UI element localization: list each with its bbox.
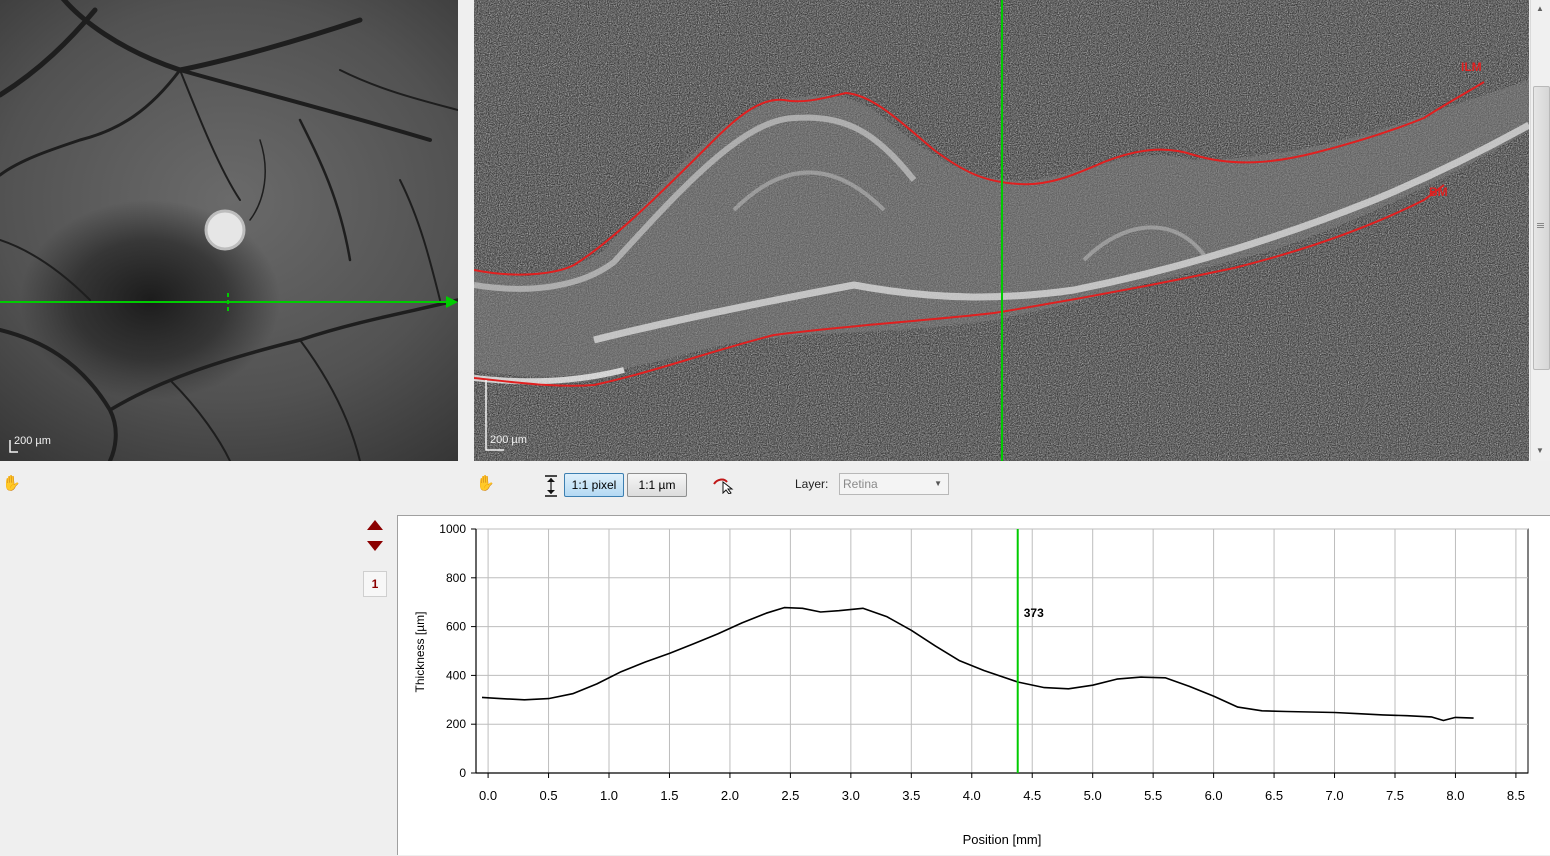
scroll-down-icon[interactable]: ▼ <box>1536 446 1544 455</box>
one-to-one-pixel-button[interactable]: 1:1 pixel <box>564 473 624 497</box>
x-tick-label: 7.0 <box>1325 788 1343 803</box>
x-tick-label: 6.0 <box>1205 788 1223 803</box>
x-tick-label: 8.5 <box>1507 788 1525 803</box>
cursor-tool-icon[interactable] <box>712 476 734 494</box>
cursor-value-label: 373 <box>1024 606 1044 620</box>
layer-select[interactable]: Retina ▼ <box>839 473 949 495</box>
x-tick-label: 7.5 <box>1386 788 1404 803</box>
ilm-label: ILM <box>1461 60 1482 74</box>
bm-label: BM <box>1429 185 1448 199</box>
layer-select-value: Retina <box>843 477 878 491</box>
chevron-down-icon: ▼ <box>934 479 942 488</box>
layer-label: Layer: <box>795 477 829 491</box>
fundus-scale-label: 200 µm <box>14 435 51 447</box>
x-tick-label: 5.5 <box>1144 788 1162 803</box>
x-tick-label: 3.0 <box>842 788 860 803</box>
x-tick-label: 4.5 <box>1023 788 1041 803</box>
bscan-scale-label: 200 µm <box>490 434 527 446</box>
y-tick-label: 600 <box>446 620 466 634</box>
x-tick-label: 0.5 <box>540 788 558 803</box>
fundus-hand-icon[interactable]: ✋ <box>2 475 21 492</box>
y-tick-label: 800 <box>446 571 466 585</box>
x-tick-label: 2.5 <box>781 788 799 803</box>
y-tick-label: 400 <box>446 668 466 682</box>
bscan-image[interactable]: ILM BM 200 µm <box>474 0 1529 461</box>
one-to-one-um-button[interactable]: 1:1 µm <box>627 473 687 497</box>
fundus-image[interactable]: 200 µm <box>0 0 458 461</box>
thickness-chart-svg: 0 200 400 600 800 1000 0.0 0.5 1.0 1.5 2.0 2.5 3.0 3.… <box>413 522 1529 847</box>
x-tick-label: 6.5 <box>1265 788 1283 803</box>
x-tick-label: 4.0 <box>963 788 981 803</box>
thickness-chart: 0 200 400 600 800 1000 0.0 0.5 1.0 1.5 2.0 2.5 3.0 3.… <box>397 515 1550 855</box>
x-tick-label: 1.0 <box>600 788 618 803</box>
x-tick-label: 2.0 <box>721 788 739 803</box>
arrow-down-icon[interactable] <box>367 540 383 552</box>
hand-icon[interactable]: ✋ <box>476 475 495 492</box>
chart-x-axis-label: Position [mm] <box>963 832 1042 847</box>
chart-y-axis-label: Thickness [µm] <box>413 612 427 693</box>
plot-area <box>475 528 1529 774</box>
scroll-up-icon[interactable]: ▲ <box>1536 4 1544 13</box>
scroll-thumb[interactable] <box>1533 86 1550 370</box>
thickness-series-line <box>481 606 1474 722</box>
x-tick-label: 5.0 <box>1084 788 1102 803</box>
x-tick-label: 0.0 <box>479 788 497 803</box>
y-tick-label: 1000 <box>439 522 466 536</box>
x-tick-label: 3.5 <box>902 788 920 803</box>
fit-vertical-icon[interactable] <box>543 475 559 497</box>
y-tick-label: 200 <box>446 717 466 731</box>
arrow-up-icon[interactable] <box>367 519 383 531</box>
y-tick-label: 0 <box>459 766 466 780</box>
page-number[interactable]: 1 <box>363 571 387 597</box>
x-tick-label: 8.0 <box>1446 788 1464 803</box>
x-tick-label: 1.5 <box>660 788 678 803</box>
vertical-scrollbar[interactable]: ▲ ▼ <box>1530 0 1550 461</box>
